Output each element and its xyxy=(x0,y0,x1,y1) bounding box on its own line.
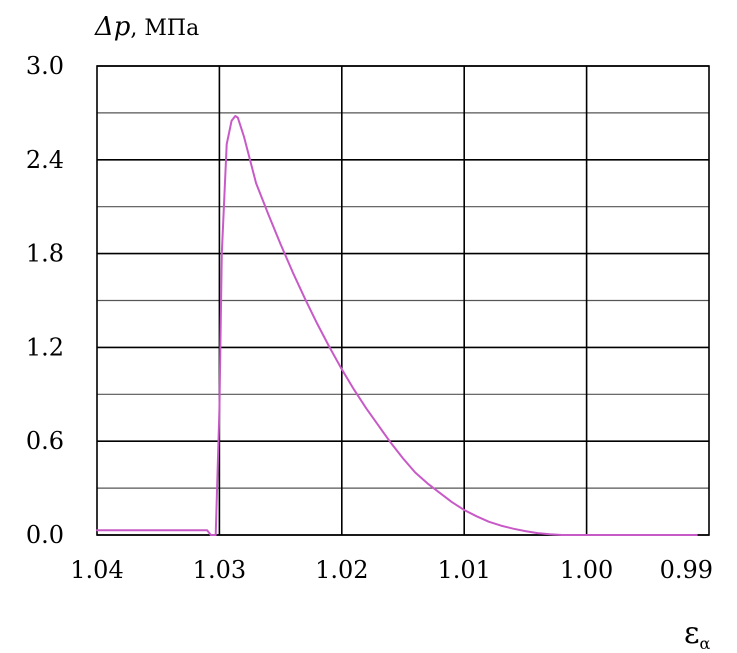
series-line xyxy=(97,116,697,535)
x-tick-label: 1.00 xyxy=(560,556,613,584)
y-axis-label: Δp, МПа xyxy=(94,12,199,42)
y-tick-label: 1.8 xyxy=(26,240,64,268)
x-tick-label: 0.99 xyxy=(660,556,713,584)
series-layer xyxy=(97,116,697,535)
y-axis-symbol: Δp xyxy=(94,12,131,42)
x-tick-label: 1.04 xyxy=(70,556,123,584)
x-tick-label: 1.02 xyxy=(315,556,368,584)
x-tick-label: 1.01 xyxy=(437,556,490,584)
y-tick-labels: 3.0 2.4 1.8 1.2 0.6 0.0 xyxy=(26,52,64,549)
y-tick-label: 2.4 xyxy=(26,146,64,174)
x-axis-label: εα xyxy=(684,616,711,653)
y-tick-label: 3.0 xyxy=(26,52,64,80)
x-tick-label: 1.03 xyxy=(193,556,246,584)
x-tick-labels: 1.04 1.03 1.02 1.01 1.00 0.99 xyxy=(70,556,713,584)
x-axis-subscript: α xyxy=(700,634,711,653)
y-axis-unit: , МПа xyxy=(130,16,199,41)
y-tick-label: 0.0 xyxy=(26,521,64,549)
y-tick-label: 0.6 xyxy=(26,427,64,455)
x-axis-symbol: ε xyxy=(684,616,700,651)
y-tick-label: 1.2 xyxy=(26,333,64,361)
grid xyxy=(97,66,709,535)
